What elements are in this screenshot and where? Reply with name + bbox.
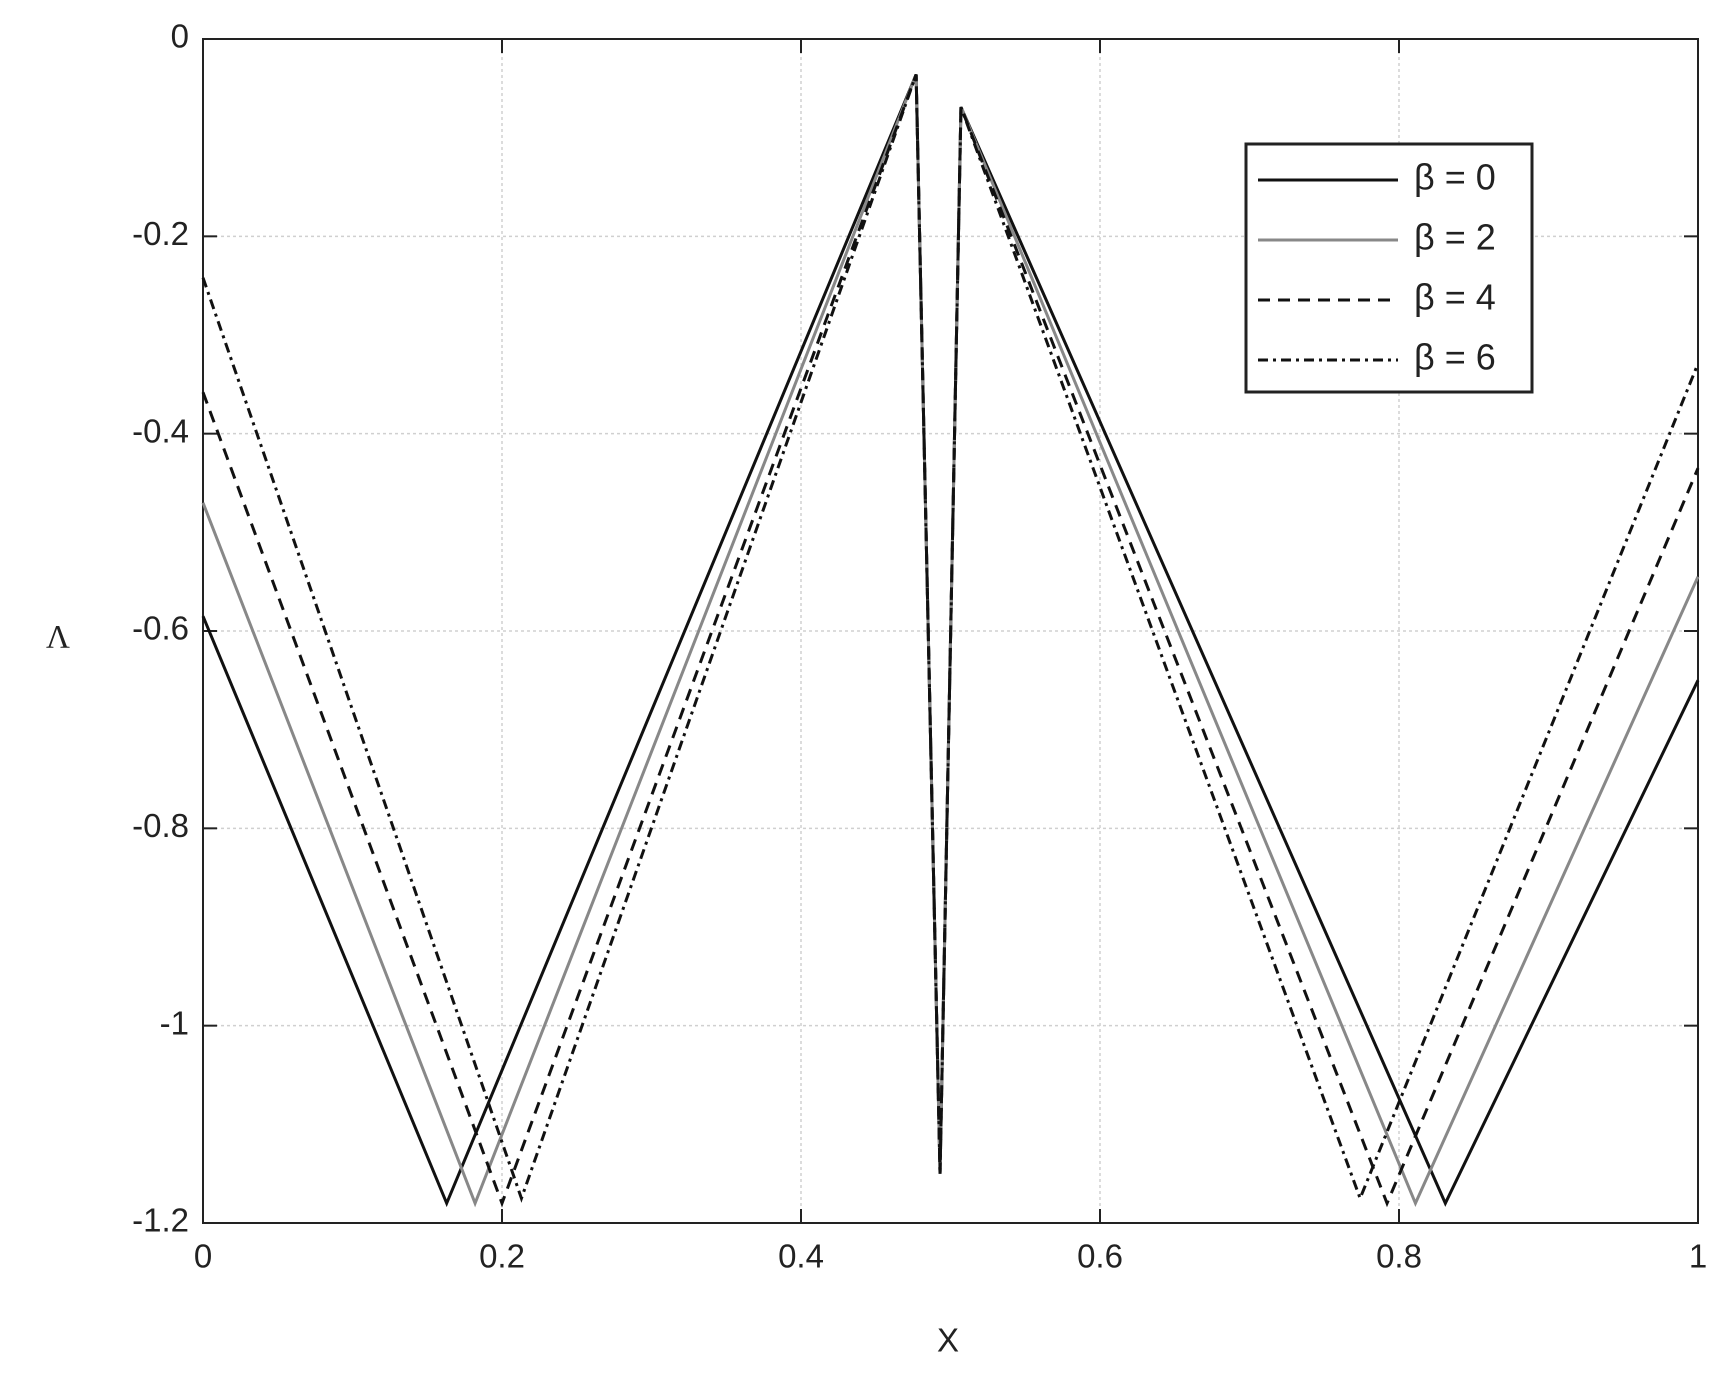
legend-label: β = 2	[1414, 217, 1496, 258]
series-line	[201, 74, 1700, 1208]
y-tick-label: -1.2	[132, 1202, 189, 1239]
x-tick-label: 0.4	[778, 1238, 824, 1275]
x-tick-label: 0.8	[1376, 1238, 1422, 1275]
legend-label: β = 4	[1414, 277, 1496, 318]
x-axis-label: X	[937, 1322, 959, 1359]
x-tick-label: 0.6	[1077, 1238, 1123, 1275]
legend-label: β = 0	[1414, 157, 1496, 198]
legend-box	[1244, 142, 1534, 394]
y-tick-label: -0.4	[132, 412, 189, 449]
y-tick-label: -0.6	[132, 610, 189, 647]
y-axis-label: Λ	[46, 620, 70, 656]
x-tick-label: 0.2	[479, 1238, 525, 1275]
x-tick-label: 0	[194, 1238, 212, 1275]
plot-frame	[202, 38, 1699, 1224]
y-tick-label: 0	[171, 18, 189, 55]
y-tick-label: -0.2	[132, 215, 189, 252]
series-line	[201, 74, 1700, 1203]
x-tick-label: 1	[1689, 1238, 1707, 1275]
y-tick-label: -1	[160, 1004, 189, 1041]
y-tick-label: -0.8	[132, 807, 189, 844]
legend-label: β = 6	[1414, 337, 1496, 378]
